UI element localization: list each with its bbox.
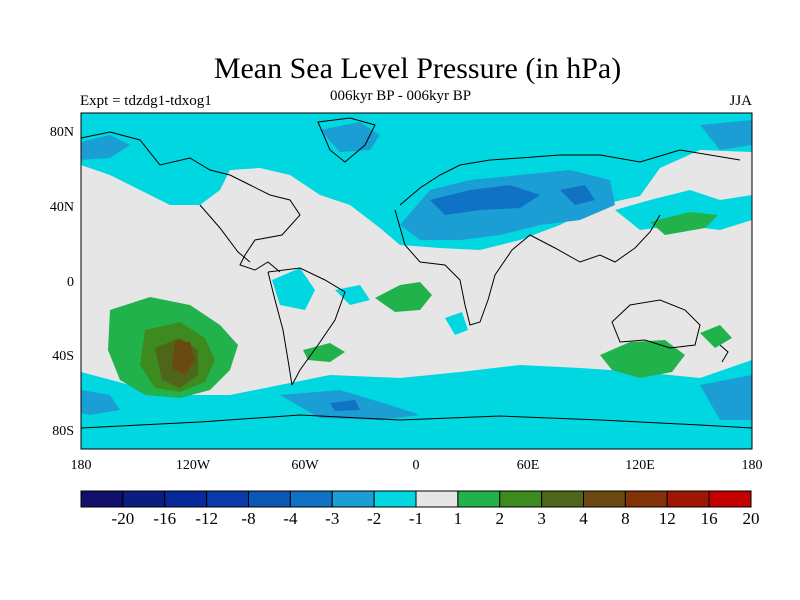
indian-ocean-plus1 (600, 340, 685, 378)
antarctica-coast (81, 414, 752, 429)
africa-coast (394, 209, 531, 326)
colorbar-label: -2 (367, 509, 381, 528)
amazon-cyan (272, 268, 315, 310)
colorbar-label: 12 (659, 509, 676, 528)
greenland-coast (317, 117, 376, 163)
negative-anomaly-regions (81, 113, 752, 449)
north-pacific-cyan (615, 190, 752, 230)
lon-tick-120e: 120E (625, 458, 655, 473)
northern-cyan-band (81, 113, 752, 250)
lon-tick-0: 0 (413, 458, 420, 473)
colorbar-label: 1 (454, 509, 463, 528)
map-title: Mean Sea Level Pressure (in hPa) (213, 52, 622, 85)
colorbar-box (624, 490, 668, 508)
map-frame (80, 112, 753, 450)
alaska-minus2 (81, 135, 130, 160)
lat-tick-40n: 40N (50, 200, 74, 215)
lon-tick-180e: 180 (742, 458, 763, 473)
colorbar-box (122, 490, 166, 508)
argentina-plus1 (303, 343, 345, 362)
colorbar-box (457, 490, 501, 508)
map-subtitle: 006kyr BP - 006kyr BP (330, 88, 472, 104)
colorbar-box (80, 490, 124, 508)
colorbar-box (666, 490, 710, 508)
colorbar-label: -8 (241, 509, 255, 528)
colorbar-label: 20 (743, 509, 760, 528)
south-africa-cyan (445, 312, 468, 335)
lat-tick-80n: 80N (50, 125, 74, 140)
colorbar-label: 8 (621, 509, 630, 528)
colorbar-label: -20 (112, 509, 135, 528)
colorbar-label: 2 (496, 509, 505, 528)
australia-coast (611, 299, 701, 349)
colorbar-label: -16 (153, 509, 176, 528)
map-plot-area (81, 113, 752, 449)
southern-ocean-cyan (81, 360, 752, 449)
colorbar-box (206, 490, 250, 508)
colorbar-box (164, 490, 208, 508)
lon-tick-60e: 60E (517, 458, 540, 473)
coastlines (81, 117, 752, 429)
south-america-east-coast (267, 267, 346, 386)
southern-minus2-c (81, 390, 120, 415)
colorbar-box (415, 490, 459, 508)
south-asia-coast (529, 214, 661, 263)
colorbar-label: 3 (537, 509, 546, 528)
south-atlantic-plus1 (375, 282, 432, 312)
brazil-coast-cyan (335, 285, 370, 305)
colorbar-box (373, 490, 417, 508)
asia-minus3 (560, 185, 595, 205)
west-pacific-plus1 (650, 212, 718, 235)
lat-tick-80s: 80S (52, 424, 74, 439)
eurasia-minus3 (430, 185, 540, 215)
north-america-west-coast (199, 204, 251, 263)
colorbar: -20 -16 -12 -8 -4 -3 -2 -1 1 2 3 4 8 12 16 20 (80, 490, 760, 528)
colorbar-box (289, 490, 333, 508)
positive-anomaly-regions (108, 212, 732, 398)
new-zealand-coast (719, 344, 729, 363)
colorbar-label: -4 (283, 509, 298, 528)
lat-tick-0: 0 (67, 275, 74, 290)
lon-tick-60w: 60W (291, 458, 319, 473)
southern-minus2-b (700, 375, 752, 420)
colorbar-box (248, 490, 291, 508)
colorbar-box (499, 490, 543, 508)
lon-tick-120w: 120W (176, 458, 211, 473)
north-america-coast (81, 131, 301, 273)
eurasia-north-coast (399, 149, 741, 206)
colorbar-label: 4 (579, 509, 588, 528)
colorbar-label: -1 (409, 509, 423, 528)
colorbar-box (541, 490, 585, 508)
season-label: JJA (729, 93, 752, 109)
south-pacific-plus4 (172, 340, 195, 375)
south-america-west-coast (267, 271, 293, 386)
lat-tick-40s: 40S (52, 349, 74, 364)
southern-minus3 (330, 400, 360, 411)
tasman-plus1 (700, 325, 732, 348)
colorbar-box (708, 490, 752, 508)
colorbar-box (331, 490, 375, 508)
colorbar-label: 16 (701, 509, 718, 528)
minus3-regions (330, 185, 595, 411)
lon-tick-180w: 180 (71, 458, 92, 473)
experiment-label: Expt = tdzdg1-tdxog1 (80, 93, 212, 109)
arctic-minus2 (700, 120, 752, 150)
colorbar-label: -3 (325, 509, 339, 528)
colorbar-label: -12 (195, 509, 218, 528)
colorbar-box (583, 490, 626, 508)
